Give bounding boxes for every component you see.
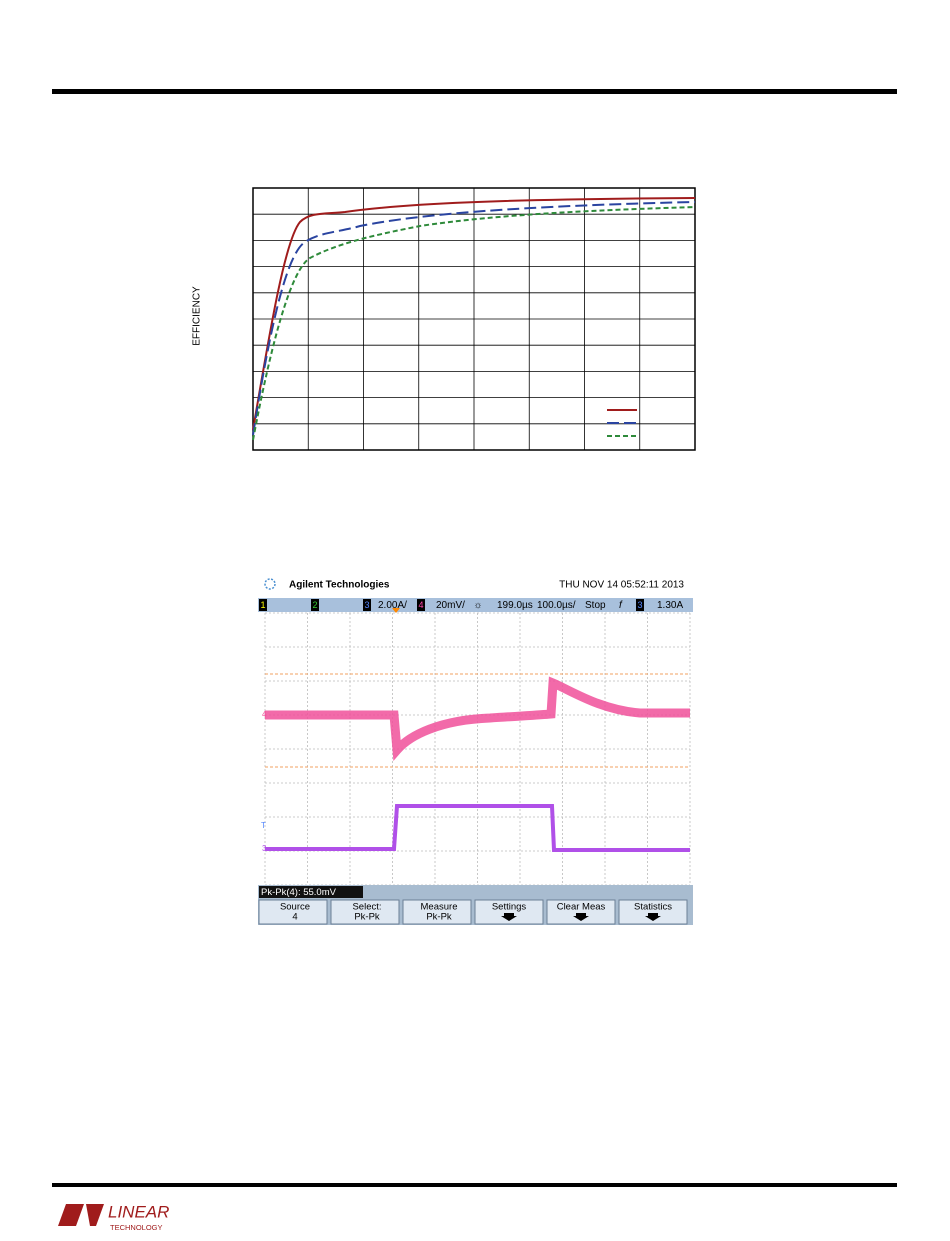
status-delay: 199.0µs (497, 600, 533, 611)
softkey (402, 899, 472, 925)
ch4-trace (265, 676, 690, 761)
status-ch1: 1 (260, 600, 265, 610)
top-rule (52, 89, 897, 94)
softkey-label: Source (280, 902, 310, 913)
status-ch3-scale: 2.00A/ (378, 600, 407, 611)
ch-box (259, 599, 267, 611)
logo-mark (58, 1204, 104, 1226)
status-ch4-scale: 20mV/ (436, 600, 465, 611)
logo-sub: TECHNOLOGY (110, 1223, 163, 1232)
brand-icon (264, 578, 276, 590)
softkey-label: Settings (492, 902, 527, 913)
softkey-label: Select: (352, 902, 381, 913)
curve-green (252, 206, 696, 441)
trigger-marker: T (261, 821, 266, 830)
ch-box (311, 599, 319, 611)
softkey-label: Statistics (634, 902, 672, 913)
softkey-arrow (573, 913, 589, 921)
softkey-value: Pk-Pk (354, 912, 380, 923)
softkey (258, 899, 328, 925)
status-ch2: 2 (312, 600, 317, 610)
softkey-value: 4 (292, 912, 297, 923)
softkey-arrow (645, 913, 661, 921)
measurement-box (259, 886, 363, 898)
ch3-trace (265, 804, 690, 852)
scope-brand: Agilent Technologies (289, 580, 390, 591)
softkey-value: Pk-Pk (426, 912, 452, 923)
status-trigger-source: 3 (637, 600, 642, 610)
softkey-label: Measure (421, 902, 458, 913)
measurement: Pk-Pk(4): 55.0mV (261, 887, 337, 898)
ch-box (417, 599, 425, 611)
status-ch4: 4 (418, 600, 423, 610)
ch4-marker: 4 (262, 710, 267, 719)
scope-screenshot: Agilent Technologies THU NOV 14 05:52:11… (258, 572, 693, 925)
scope-timestamp: THU NOV 14 05:52:11 2013 (559, 580, 684, 591)
softkey-arrow (501, 913, 517, 921)
plot-grid (253, 188, 695, 450)
trigger-pointer (392, 608, 400, 613)
logo-main: LINEAR (108, 1202, 169, 1221)
bottom-rule (52, 1183, 897, 1187)
efficiency-plot: EFFICIENCY (192, 187, 696, 451)
scope-frame (258, 572, 693, 925)
ch-box (636, 599, 644, 611)
softkey (330, 899, 400, 925)
status-trigger-level: 1.30A (657, 600, 683, 611)
ch-box (363, 599, 371, 611)
y-axis-label: EFFICIENCY (192, 286, 203, 346)
softkey-label: Clear Meas (557, 902, 606, 913)
status-icon: ☼ (473, 600, 482, 611)
ch3-marker: 3 (262, 844, 267, 853)
status-trigger-edge: f (619, 600, 623, 611)
status-timebase: 100.0µs/ (537, 600, 576, 611)
curve-blue (252, 201, 696, 436)
curve-red (252, 197, 696, 431)
status-ch3: 3 (364, 600, 369, 610)
status-run-state: Stop (585, 600, 606, 611)
